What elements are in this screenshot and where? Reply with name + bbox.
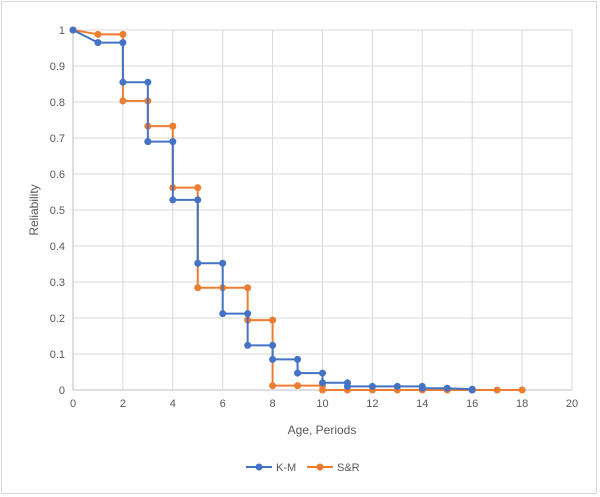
data-point	[493, 386, 501, 394]
data-point	[219, 259, 227, 267]
data-point	[94, 39, 102, 47]
data-point	[69, 26, 77, 34]
data-point	[393, 382, 401, 390]
data-point	[244, 284, 252, 292]
y-tick-label: 0.8	[50, 97, 65, 109]
data-point	[269, 316, 277, 324]
x-tick-label: 2	[120, 398, 126, 410]
x-tick-label: 10	[316, 398, 328, 410]
data-point	[119, 30, 127, 38]
x-tick-label: 18	[516, 398, 528, 410]
data-point	[119, 39, 127, 47]
plot-series	[69, 26, 526, 394]
y-tick-label: 0.1	[50, 349, 65, 361]
data-point	[169, 196, 177, 204]
x-tick-label: 6	[220, 398, 226, 410]
data-point	[194, 184, 202, 192]
legend-km-label: K-M	[276, 462, 296, 474]
data-point	[144, 78, 152, 86]
x-tick-label: 12	[366, 398, 378, 410]
y-tick-label: 0.4	[50, 241, 65, 253]
x-tick-label: 16	[466, 398, 478, 410]
legend-sr-marker	[316, 463, 324, 471]
data-point	[319, 386, 326, 394]
data-point	[244, 341, 252, 349]
x-tick-label: 20	[566, 398, 578, 410]
series-km	[69, 26, 476, 394]
data-point	[294, 369, 302, 377]
legend: K-M S&R	[246, 462, 360, 474]
y-tick-label: 0	[59, 385, 65, 397]
data-point	[443, 384, 451, 392]
x-tick-label: 4	[170, 398, 176, 410]
data-point	[194, 284, 202, 292]
y-tick-label: 0.5	[50, 205, 65, 217]
y-tick-label: 0.9	[50, 61, 65, 73]
data-point	[194, 196, 202, 204]
data-point	[294, 355, 302, 363]
y-tick-label: 0.7	[50, 133, 65, 145]
data-point	[219, 310, 227, 318]
legend-km-marker	[255, 463, 263, 471]
data-point	[244, 310, 252, 318]
data-point	[343, 382, 351, 390]
data-point	[119, 78, 127, 86]
y-tick-label: 0.6	[50, 169, 65, 181]
data-point	[269, 382, 277, 390]
y-tick-label: 0.2	[50, 313, 65, 325]
data-point	[119, 97, 127, 105]
x-tick-label: 14	[416, 398, 428, 410]
data-point	[468, 386, 476, 394]
legend-sr-label: S&R	[337, 462, 360, 474]
data-point	[169, 122, 177, 130]
data-point	[269, 341, 277, 349]
data-point	[518, 386, 526, 394]
data-point	[319, 369, 326, 377]
data-point	[368, 382, 376, 390]
x-axis-label: Age, Periods	[288, 423, 357, 437]
data-point	[294, 382, 302, 390]
legend-item-km: K-M	[246, 462, 296, 474]
data-point	[144, 138, 152, 146]
data-point	[418, 384, 426, 392]
data-point	[319, 379, 326, 387]
data-point	[94, 30, 102, 38]
data-point	[269, 355, 277, 363]
legend-item-sr: S&R	[307, 462, 360, 474]
y-axis-label: Reliability	[27, 184, 41, 235]
y-tick-label: 0.3	[50, 277, 65, 289]
x-tick-label: 8	[270, 398, 276, 410]
x-tick-label: 0	[70, 398, 76, 410]
tick-labels: 0 2 4 6 8 10 12 14 16 18 20 0 0.1 0.2 0.3 0.4 0.5 0.6 0.7 0…	[50, 25, 578, 410]
data-point	[169, 138, 177, 146]
data-point	[194, 259, 202, 267]
y-tick-label: 1	[59, 25, 65, 37]
